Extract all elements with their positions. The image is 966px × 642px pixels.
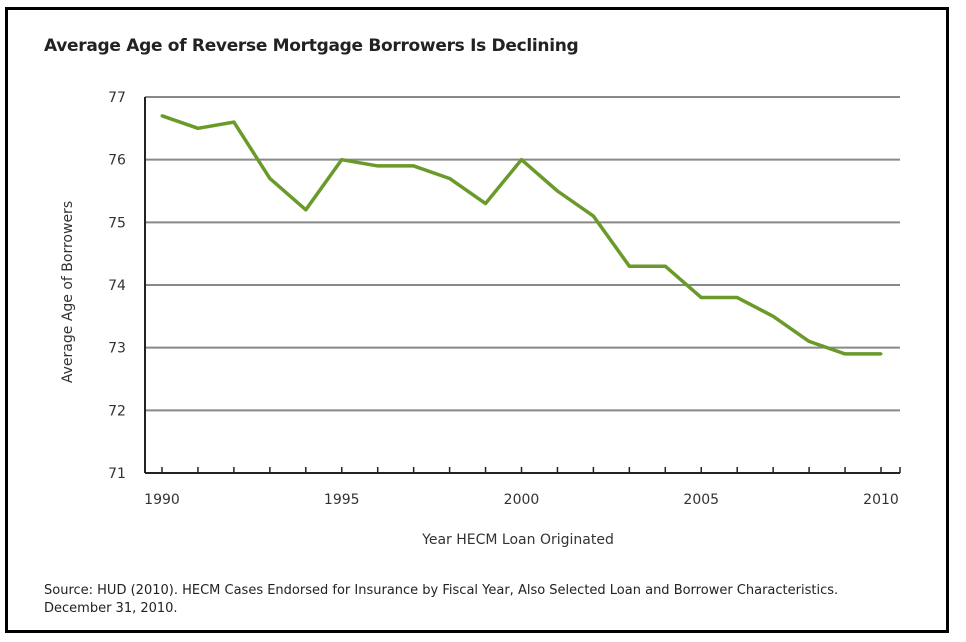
data-point xyxy=(268,176,272,180)
data-point xyxy=(232,120,236,124)
data-point xyxy=(663,264,667,268)
x-tick-label: 1995 xyxy=(324,492,360,508)
data-point xyxy=(340,158,344,162)
data-point xyxy=(843,352,847,356)
x-tick-label: 2005 xyxy=(683,492,719,508)
data-point xyxy=(160,114,164,118)
data-point xyxy=(520,158,523,162)
y-tick-label: 72 xyxy=(108,403,126,419)
y-axis-label: Average Age of Borrowers xyxy=(60,201,76,383)
chart-title: Average Age of Reverse Mortgage Borrower… xyxy=(44,36,579,56)
data-point xyxy=(771,314,775,318)
data-point xyxy=(448,176,452,180)
y-tick-label: 77 xyxy=(108,90,126,106)
data-point xyxy=(879,352,883,356)
y-tick-label: 76 xyxy=(108,153,126,169)
y-tick-label: 74 xyxy=(108,278,126,294)
y-tick-label: 75 xyxy=(108,215,126,231)
data-point xyxy=(412,164,416,168)
data-point xyxy=(735,296,739,300)
data-point xyxy=(591,214,595,218)
data-point xyxy=(807,339,811,343)
data-point xyxy=(484,202,488,206)
data-point xyxy=(304,208,308,212)
data-point xyxy=(555,189,559,193)
y-tick-label: 73 xyxy=(108,341,126,357)
data-point xyxy=(699,296,703,300)
chart-frame xyxy=(5,7,949,633)
y-tick-label: 71 xyxy=(108,466,126,482)
x-tick-label: 2000 xyxy=(504,492,540,508)
data-point xyxy=(627,264,631,268)
x-axis-label: Year HECM Loan Originated xyxy=(421,532,614,548)
data-point xyxy=(196,126,200,130)
series-line xyxy=(161,114,881,356)
x-tick-label: 2010 xyxy=(863,492,899,508)
x-tick-label: 1990 xyxy=(144,492,180,508)
data-point xyxy=(376,164,380,168)
source-note: Source: HUD (2010). HECM Cases Endorsed … xyxy=(44,583,839,616)
